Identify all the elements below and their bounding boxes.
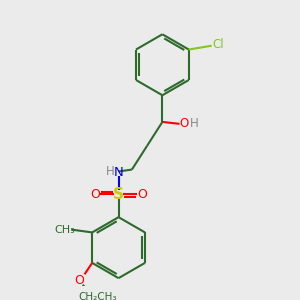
Text: CH₃: CH₃ [54,225,75,235]
Text: H: H [106,165,114,178]
Text: N: N [114,166,123,179]
Text: CH₂CH₃: CH₂CH₃ [79,292,117,300]
Text: S: S [113,187,124,202]
Text: Cl: Cl [212,38,224,51]
Text: O: O [137,188,147,201]
Text: O: O [90,188,100,201]
Text: O: O [180,117,189,130]
Text: H: H [189,117,198,130]
Text: O: O [74,274,84,286]
